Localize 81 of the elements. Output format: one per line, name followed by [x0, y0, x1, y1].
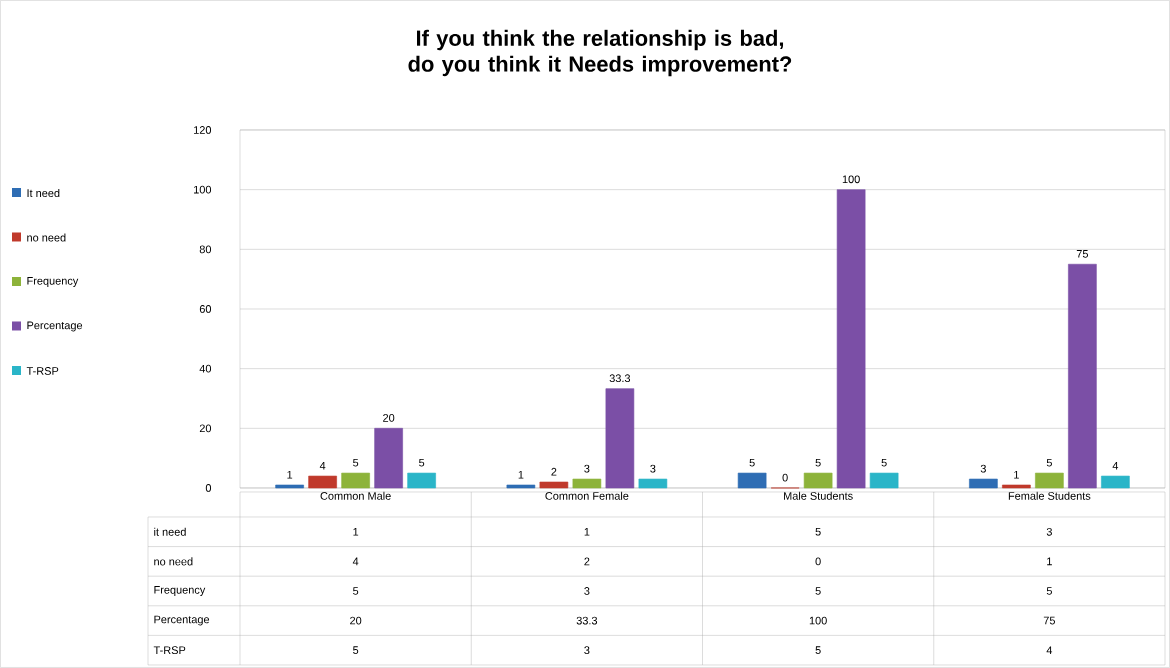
text: 3 — [1046, 527, 1052, 536]
data-label: 33.3 — [609, 374, 631, 383]
x-tick-label: Male Students — [784, 491, 853, 500]
text: 3 — [584, 646, 590, 655]
text: 4 — [352, 557, 359, 566]
data-label: 5 — [881, 458, 887, 467]
legend-label: no need — [27, 233, 66, 242]
text: T-RSP — [153, 646, 186, 655]
legend-label: It need — [27, 188, 60, 198]
data-label: 3 — [584, 464, 590, 473]
text: no need — [154, 557, 193, 566]
chart-title: If you think the relationship is bad, do you think it Needs improvement? — [408, 29, 792, 77]
bar — [869, 472, 899, 489]
data-label: 1 — [518, 470, 524, 479]
y-tick-label: 120 — [194, 126, 212, 134]
text: 3 — [584, 587, 590, 595]
data-label: 4 — [1112, 462, 1119, 470]
data-label: 1 — [1014, 470, 1019, 479]
bar — [803, 472, 833, 489]
data-label: 3 — [650, 464, 656, 473]
text: 1 — [584, 528, 590, 536]
text: Frequency — [154, 586, 206, 596]
text: 0 — [815, 557, 821, 566]
data-label: 3 — [980, 464, 986, 473]
text: 33.3 — [576, 616, 598, 625]
text: 4 — [1046, 646, 1053, 654]
bar — [1101, 475, 1130, 489]
data-label: 75 — [1076, 250, 1089, 258]
legend-label: Frequency — [27, 277, 79, 287]
text: 5 — [1046, 587, 1052, 595]
bar — [572, 478, 602, 489]
bar — [737, 472, 767, 489]
data-label: 5 — [815, 458, 821, 467]
data-label: 5 — [1046, 458, 1052, 467]
bar — [539, 481, 569, 489]
legend-label: T-RSP — [26, 367, 59, 375]
bar — [969, 478, 998, 489]
y-tick-label: 40 — [199, 364, 212, 373]
text: 100 — [809, 616, 827, 625]
data-label: 5 — [419, 458, 425, 467]
data-label: 2 — [551, 467, 557, 476]
x-tick-label: Female Students — [1008, 491, 1091, 500]
data-label: 1 — [287, 470, 293, 479]
data-label: 100 — [842, 175, 860, 184]
text: 5 — [815, 587, 821, 595]
text: it need — [154, 527, 186, 536]
x-tick-label: Common Female — [545, 491, 629, 500]
y-tick-label: 0 — [205, 484, 212, 492]
bar — [308, 475, 337, 489]
bar — [638, 478, 668, 489]
data-label: 5 — [749, 458, 755, 467]
x-tick-label: Common Male — [320, 491, 391, 500]
text: 5 — [353, 587, 359, 595]
text: Percentage — [154, 615, 210, 626]
bar — [407, 472, 436, 489]
data-label: 0 — [782, 473, 788, 482]
text: 1 — [1047, 557, 1052, 566]
bar — [1068, 263, 1097, 489]
bar — [506, 484, 536, 489]
y-tick-label: 20 — [199, 424, 212, 433]
legend-label: Percentage — [27, 321, 83, 332]
bar — [275, 484, 304, 489]
text: 1 — [353, 528, 359, 536]
data-label: 5 — [353, 458, 359, 467]
bar — [374, 428, 403, 489]
text: 75 — [1043, 616, 1056, 625]
bar — [836, 189, 866, 489]
text: 20 — [350, 616, 362, 625]
text: 5 — [815, 527, 821, 536]
bar — [341, 472, 370, 489]
bar — [1002, 484, 1031, 489]
text: 2 — [584, 557, 590, 566]
bar — [605, 388, 635, 489]
data-label: 20 — [383, 414, 395, 422]
y-tick-label: 60 — [199, 305, 212, 313]
y-tick-label: 100 — [194, 185, 212, 194]
text: 5 — [353, 646, 359, 655]
text: 5 — [815, 646, 821, 655]
data-label: 4 — [319, 462, 326, 470]
y-tick-label: 80 — [199, 245, 212, 254]
bar — [1035, 472, 1064, 489]
